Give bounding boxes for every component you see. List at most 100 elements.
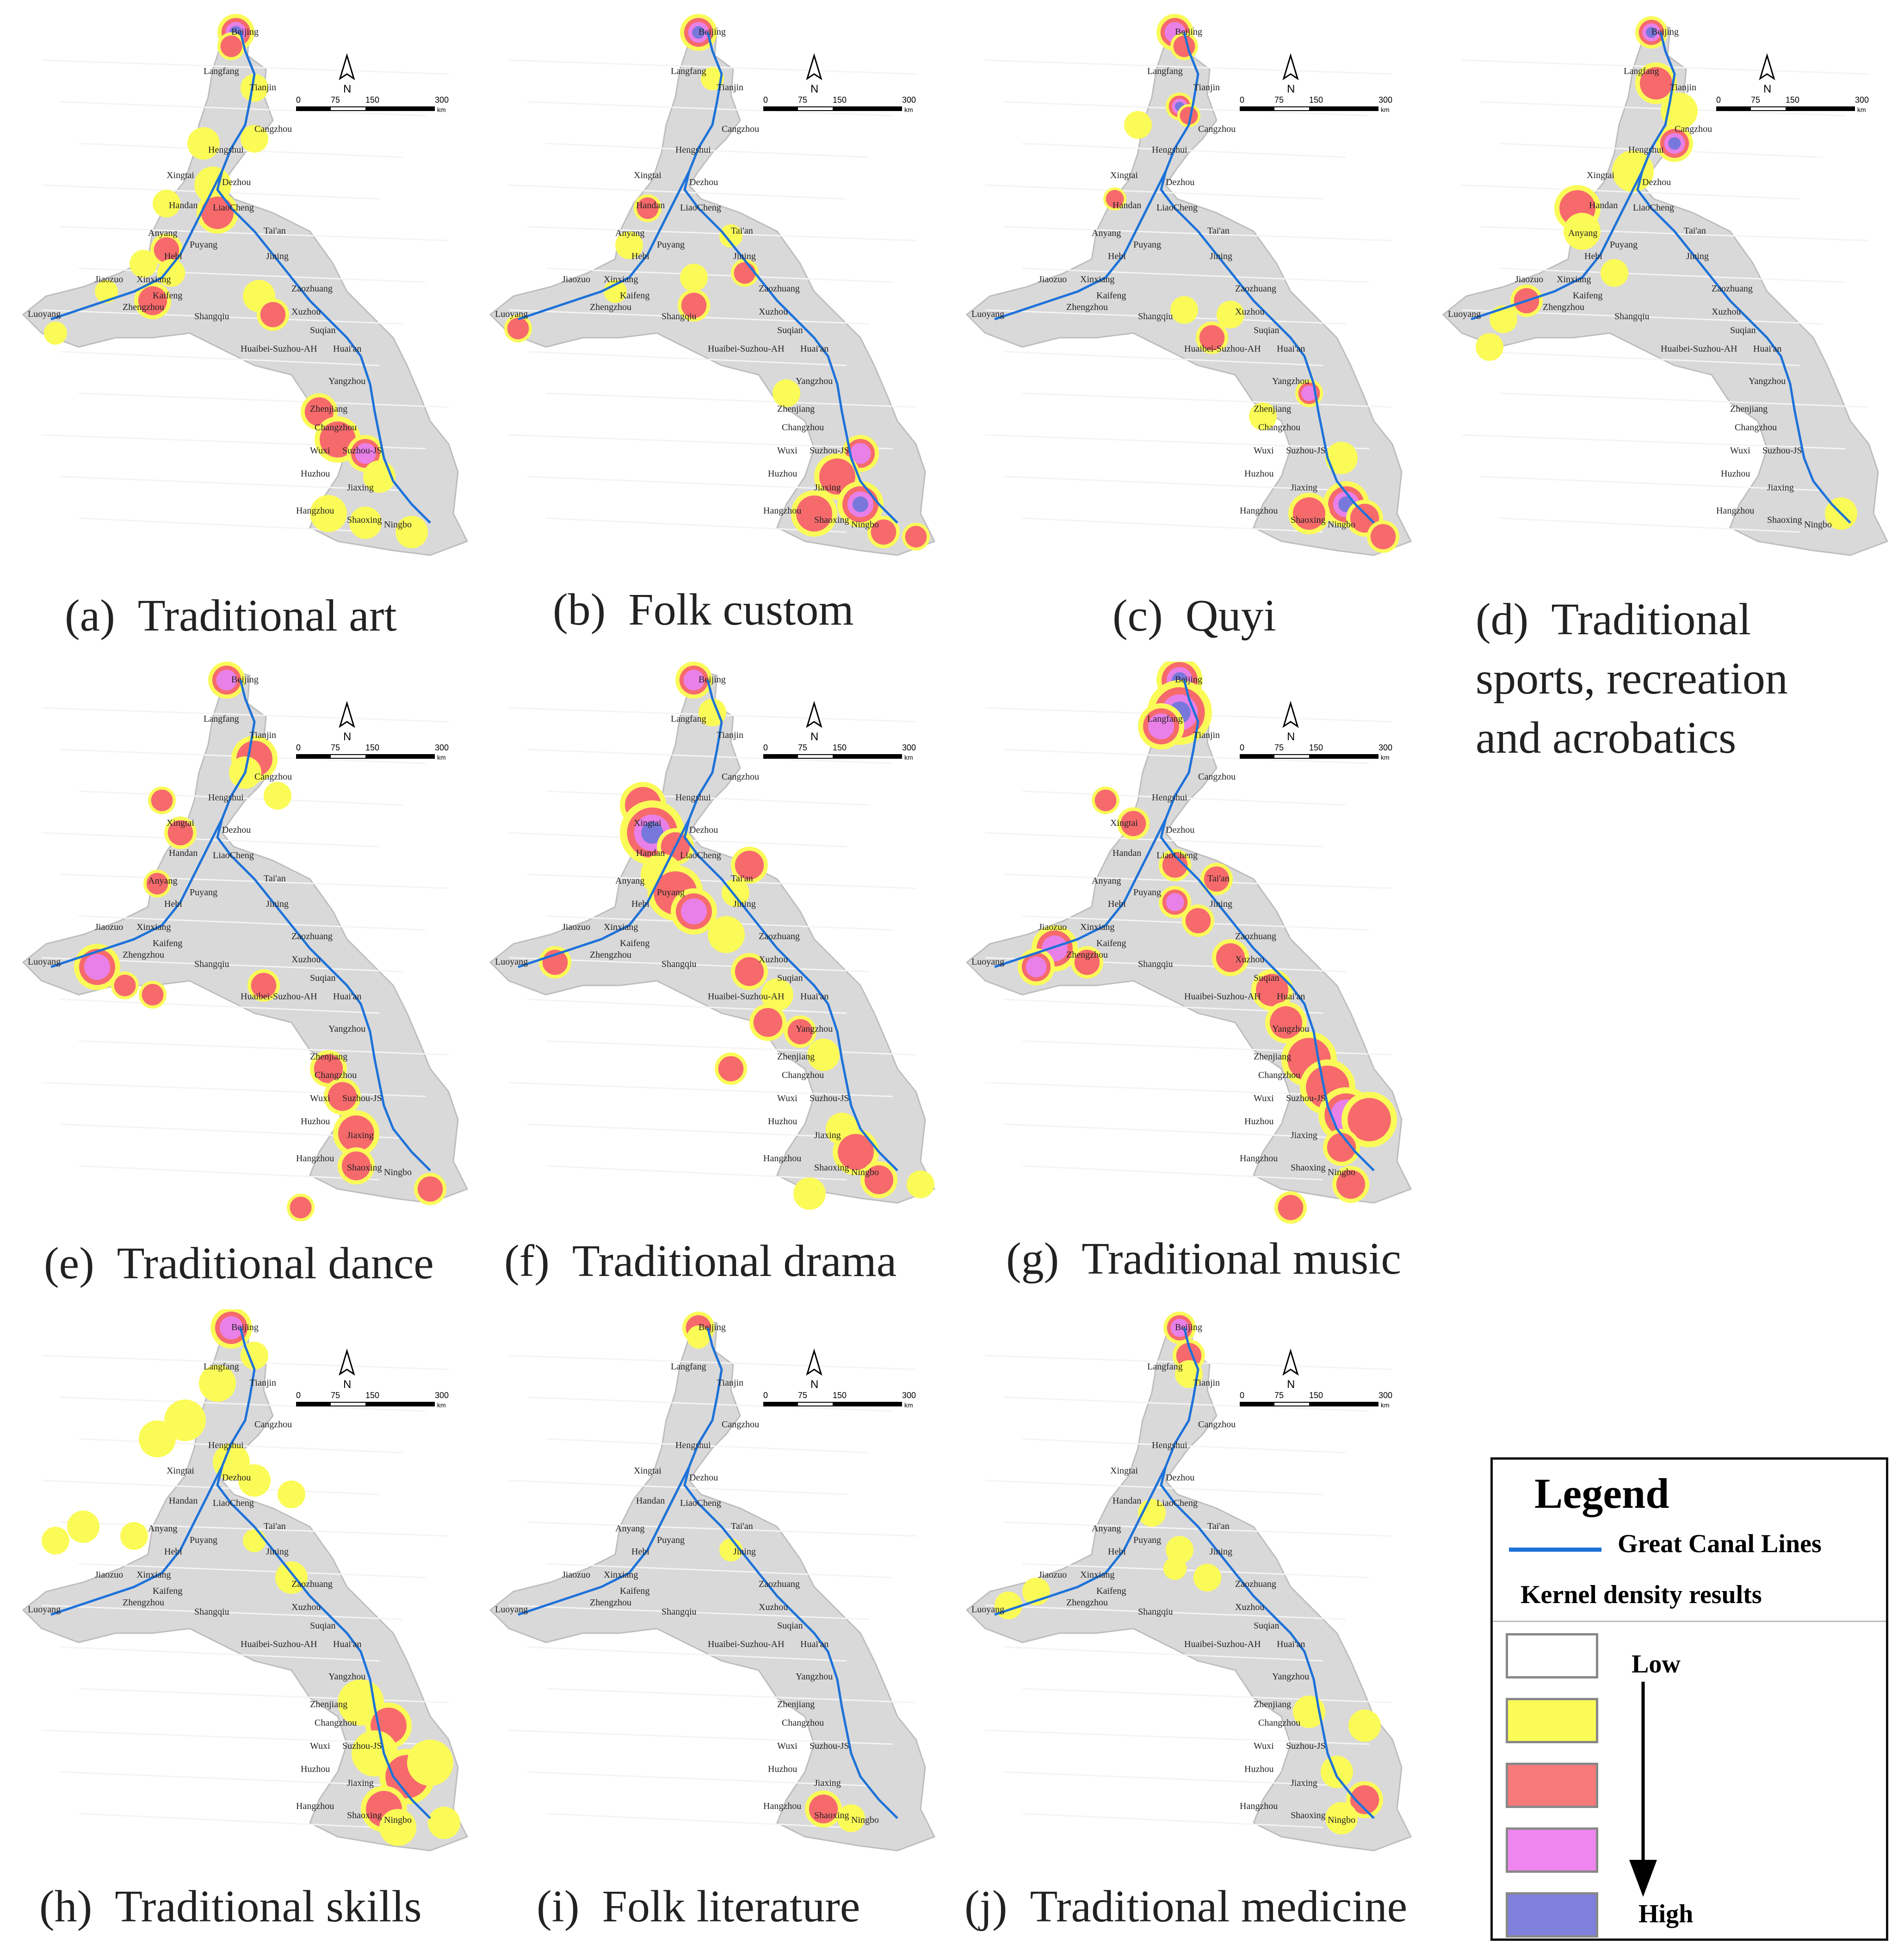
city-boundary-line bbox=[41, 707, 449, 723]
city-label: Shangqiu bbox=[661, 311, 697, 322]
density-hotspot bbox=[701, 67, 724, 90]
caption-c: (c) Quyi bbox=[1113, 591, 1276, 641]
city-label: Jining bbox=[266, 251, 289, 261]
city-label: Huai'an bbox=[800, 344, 828, 354]
city-label: Shangqiu bbox=[194, 959, 229, 969]
city-boundary-line bbox=[1498, 517, 1800, 533]
city-label: Puyang bbox=[657, 1535, 685, 1545]
city-label: Langfang bbox=[1147, 66, 1183, 76]
city-label: Hebi bbox=[164, 251, 182, 261]
canal-region-boundary bbox=[489, 22, 936, 556]
city-label: Yangzhou bbox=[328, 1024, 365, 1034]
city-label: Wuxi bbox=[1254, 446, 1274, 456]
kernel-density-map-j: Beijing Langfang Tianjin Cangzhou Hengshui Xi… bbox=[965, 1312, 1412, 1852]
city-label: Shaoxing bbox=[1767, 515, 1802, 525]
city-label: Xuzhou bbox=[759, 954, 788, 965]
city-label: Xinxiang bbox=[604, 274, 638, 285]
scale-tick-label: 300 bbox=[435, 95, 449, 105]
great-canal-line bbox=[1636, 32, 1851, 524]
city-label: Cangzhou bbox=[722, 124, 759, 134]
city-label: Dezhou bbox=[222, 825, 251, 835]
city-boundary-line bbox=[1480, 226, 1869, 242]
city-label: Hangzhou bbox=[296, 1153, 334, 1164]
city-label: Jining bbox=[266, 1547, 289, 1557]
city-label: Ningbo bbox=[1328, 1815, 1355, 1825]
density-hotspot bbox=[837, 1804, 865, 1832]
scale-unit-label: km bbox=[904, 106, 913, 113]
city-label: Luoyang bbox=[971, 957, 1004, 967]
city-boundary-line bbox=[527, 1396, 893, 1412]
city-boundary-line bbox=[545, 142, 870, 158]
city-boundary-line bbox=[1003, 1771, 1347, 1787]
city-label: LiaoCheng bbox=[680, 1498, 721, 1508]
density-hotspot bbox=[1217, 301, 1244, 328]
city-boundary-line bbox=[1003, 351, 1323, 366]
city-label: Huzhou bbox=[768, 1116, 797, 1127]
city-label: Xuzhou bbox=[1235, 954, 1264, 965]
city-label: Jiaxing bbox=[1291, 1130, 1317, 1140]
density-hotspot bbox=[1026, 956, 1047, 978]
great-canal-line bbox=[683, 680, 898, 1171]
scale-tick-label: 75 bbox=[331, 743, 340, 752]
city-label: Tianjin bbox=[1193, 1378, 1220, 1388]
city-boundary-line bbox=[1498, 267, 1846, 283]
city-label: Suzhou-JS bbox=[342, 1093, 382, 1103]
city-label: Cangzhou bbox=[1198, 772, 1236, 782]
city-label: Shangqiu bbox=[1138, 311, 1173, 322]
city-label: Luoyang bbox=[495, 957, 528, 967]
city-label: Hangzhou bbox=[763, 1801, 801, 1811]
map-panel-d: Beijing Langfang Tianjin Cangzhou Hengshui Xi… bbox=[1434, 14, 1897, 588]
density-hotspot bbox=[157, 259, 185, 287]
city-label: Jiaozuo bbox=[562, 922, 590, 932]
city-boundary-line bbox=[508, 1082, 893, 1097]
city-label: Cangzhou bbox=[1675, 124, 1712, 134]
city-boundary-line bbox=[545, 267, 893, 283]
density-hotspot bbox=[1166, 893, 1184, 911]
city-label: Huzhou bbox=[768, 469, 797, 479]
city-label: Xinxiang bbox=[136, 922, 171, 932]
density-hotspot bbox=[807, 1039, 840, 1071]
city-label: Xuzhou bbox=[291, 307, 321, 317]
city-label: Handan bbox=[169, 848, 198, 858]
city-label: Suzhou-JS bbox=[1286, 1741, 1326, 1751]
city-label: Dezhou bbox=[689, 1473, 718, 1483]
density-hotspot bbox=[84, 954, 110, 980]
great-canal-line bbox=[994, 818, 1167, 968]
city-boundary-line bbox=[1022, 392, 1393, 408]
north-label: N bbox=[1287, 1378, 1295, 1391]
kernel-density-map-g: Beijing Langfang Tianjin Cangzhou Hengshui Xi… bbox=[965, 662, 1412, 1224]
city-label: Ningbo bbox=[1328, 1167, 1355, 1177]
city-label: Shangqiu bbox=[1138, 959, 1173, 969]
density-hotspot bbox=[201, 196, 234, 229]
city-label: Shaoxing bbox=[1291, 1163, 1326, 1173]
density-swatch-1 bbox=[1506, 1633, 1598, 1678]
density-hotspot bbox=[1292, 497, 1326, 530]
city-label: Changzhou bbox=[315, 1070, 357, 1080]
city-boundary-line bbox=[508, 1604, 870, 1620]
city-label: Tai'an bbox=[731, 226, 753, 236]
north-label: N bbox=[343, 731, 351, 743]
city-label: Anyang bbox=[615, 228, 644, 238]
city-label: Shaoxing bbox=[1291, 1810, 1326, 1821]
city-boundary-line bbox=[527, 873, 916, 889]
caption-i: (i) Folk literature bbox=[537, 1882, 860, 1932]
city-label: Shaoxing bbox=[347, 1810, 382, 1821]
great-canal-line bbox=[518, 1466, 691, 1616]
density-hotspot bbox=[314, 1054, 343, 1084]
scale-tick-label: 150 bbox=[365, 95, 379, 105]
city-label: Handan bbox=[1113, 848, 1141, 858]
density-hotspot bbox=[735, 957, 764, 986]
city-label: Hangzhou bbox=[1240, 1153, 1278, 1164]
city-label: Xingtai bbox=[1587, 170, 1614, 180]
north-label: N bbox=[343, 83, 351, 95]
density-hotspot bbox=[142, 984, 164, 1006]
city-label: Kaifeng bbox=[1573, 291, 1602, 301]
city-label: Jiaxing bbox=[347, 1130, 374, 1140]
city-label: Huzhou bbox=[1244, 1116, 1273, 1127]
city-boundary-line bbox=[60, 1396, 426, 1412]
density-hotspot bbox=[396, 516, 428, 548]
city-label: Ningbo bbox=[384, 1815, 412, 1825]
north-arrow-icon: N bbox=[339, 700, 355, 743]
city-label: Huaibei-Suzhou-AH bbox=[1184, 1639, 1261, 1649]
